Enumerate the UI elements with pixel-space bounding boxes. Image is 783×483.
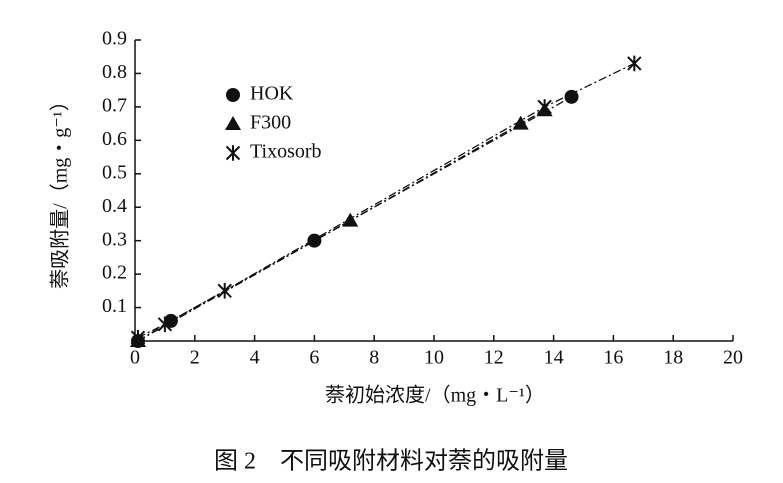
x-axis-label: 萘初始浓度/（mg・L⁻¹） [325,384,545,407]
x-tick-label: 6 [309,347,319,369]
marker [130,329,146,346]
caption: 图 2 不同吸附材料对萘的吸附量 [214,448,568,475]
y-axis-label: 萘吸附量/（mg・g⁻¹） [49,91,72,289]
y-tick-label: 0.7 [102,94,127,116]
y-tick-label: 0.9 [102,28,127,50]
marker [537,99,552,115]
marker [157,316,173,333]
y-tick-label: 0.8 [102,61,127,83]
marker [564,89,579,104]
legend-marker [226,88,240,102]
y-tick-label: 0.6 [102,128,127,150]
x-tick-label: 8 [369,347,379,369]
x-tick-label: 2 [190,347,200,369]
marker [627,55,642,72]
trend-line [137,96,572,342]
x-tick-label: 16 [603,347,623,369]
x-tick-label: 4 [250,347,260,369]
x-tick-label: 0 [130,347,140,369]
y-tick-label: 0.4 [102,195,127,217]
trend-line [137,62,635,339]
legend-label: Tixosorb [250,141,322,163]
marker [342,212,359,227]
y-tick-label: 0.2 [102,262,127,284]
y-tick-label: 0.3 [102,228,127,250]
marker [307,233,322,248]
legend-marker [225,116,241,130]
x-tick-label: 10 [424,347,444,369]
legend-label: HOK [250,83,294,105]
legend-marker [225,145,241,161]
x-tick-label: 12 [484,347,504,369]
y-tick-label: 0.1 [102,295,127,317]
y-tick-label: 0.5 [102,161,127,183]
x-tick-label: 18 [663,347,683,369]
x-tick-label: 20 [723,347,743,369]
marker [217,283,232,299]
legend-label: F300 [250,112,291,134]
trend-line [137,109,545,342]
x-tick-label: 14 [544,347,564,369]
marker [512,115,529,130]
